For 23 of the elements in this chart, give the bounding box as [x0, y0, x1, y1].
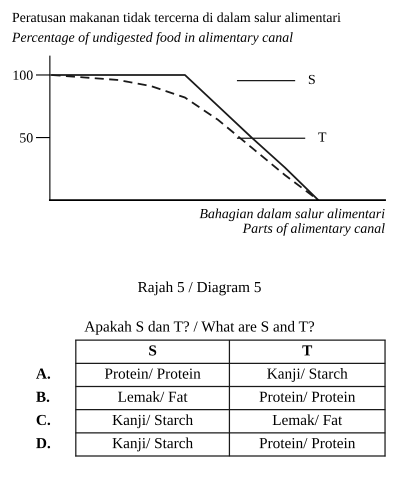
text: Protein/ Protein: [260, 438, 356, 448]
text: Protein/ Protein: [260, 392, 356, 402]
text: Rajah 5 / Diagram 5: [138, 281, 261, 296]
y-tick-label: 50: [20, 133, 33, 143]
text: Lemak/ Fat: [118, 391, 188, 402]
text: Kanji/ Starch: [112, 414, 193, 428]
annotation: S: [308, 74, 315, 84]
x-axis-title: Bahagian dalam salur alimentari Parts of alimentary canal: [200, 208, 385, 236]
chart-subtitle: Percentage of undigested food in alimentary canal: [12, 32, 293, 45]
text: T: [302, 345, 312, 356]
text: Protein/ Protein: [104, 368, 201, 379]
text: A.: [36, 368, 50, 379]
text: D.: [36, 438, 50, 448]
text: C.: [36, 414, 50, 426]
text: Kanji/ Starch: [267, 368, 348, 382]
text: Apakah S dan T? / What are S and T?: [84, 320, 314, 335]
text: Kanji/ Starch: [112, 438, 193, 452]
text: Lemak/ Fat: [272, 414, 342, 426]
text: S: [149, 345, 156, 356]
y-tick-label: 100: [14, 70, 33, 80]
text: B.: [36, 392, 50, 402]
annotation: T: [318, 132, 326, 142]
chart-title: Peratusan makanan tidak tercerna di dalam salur alimentari: [12, 12, 341, 22]
